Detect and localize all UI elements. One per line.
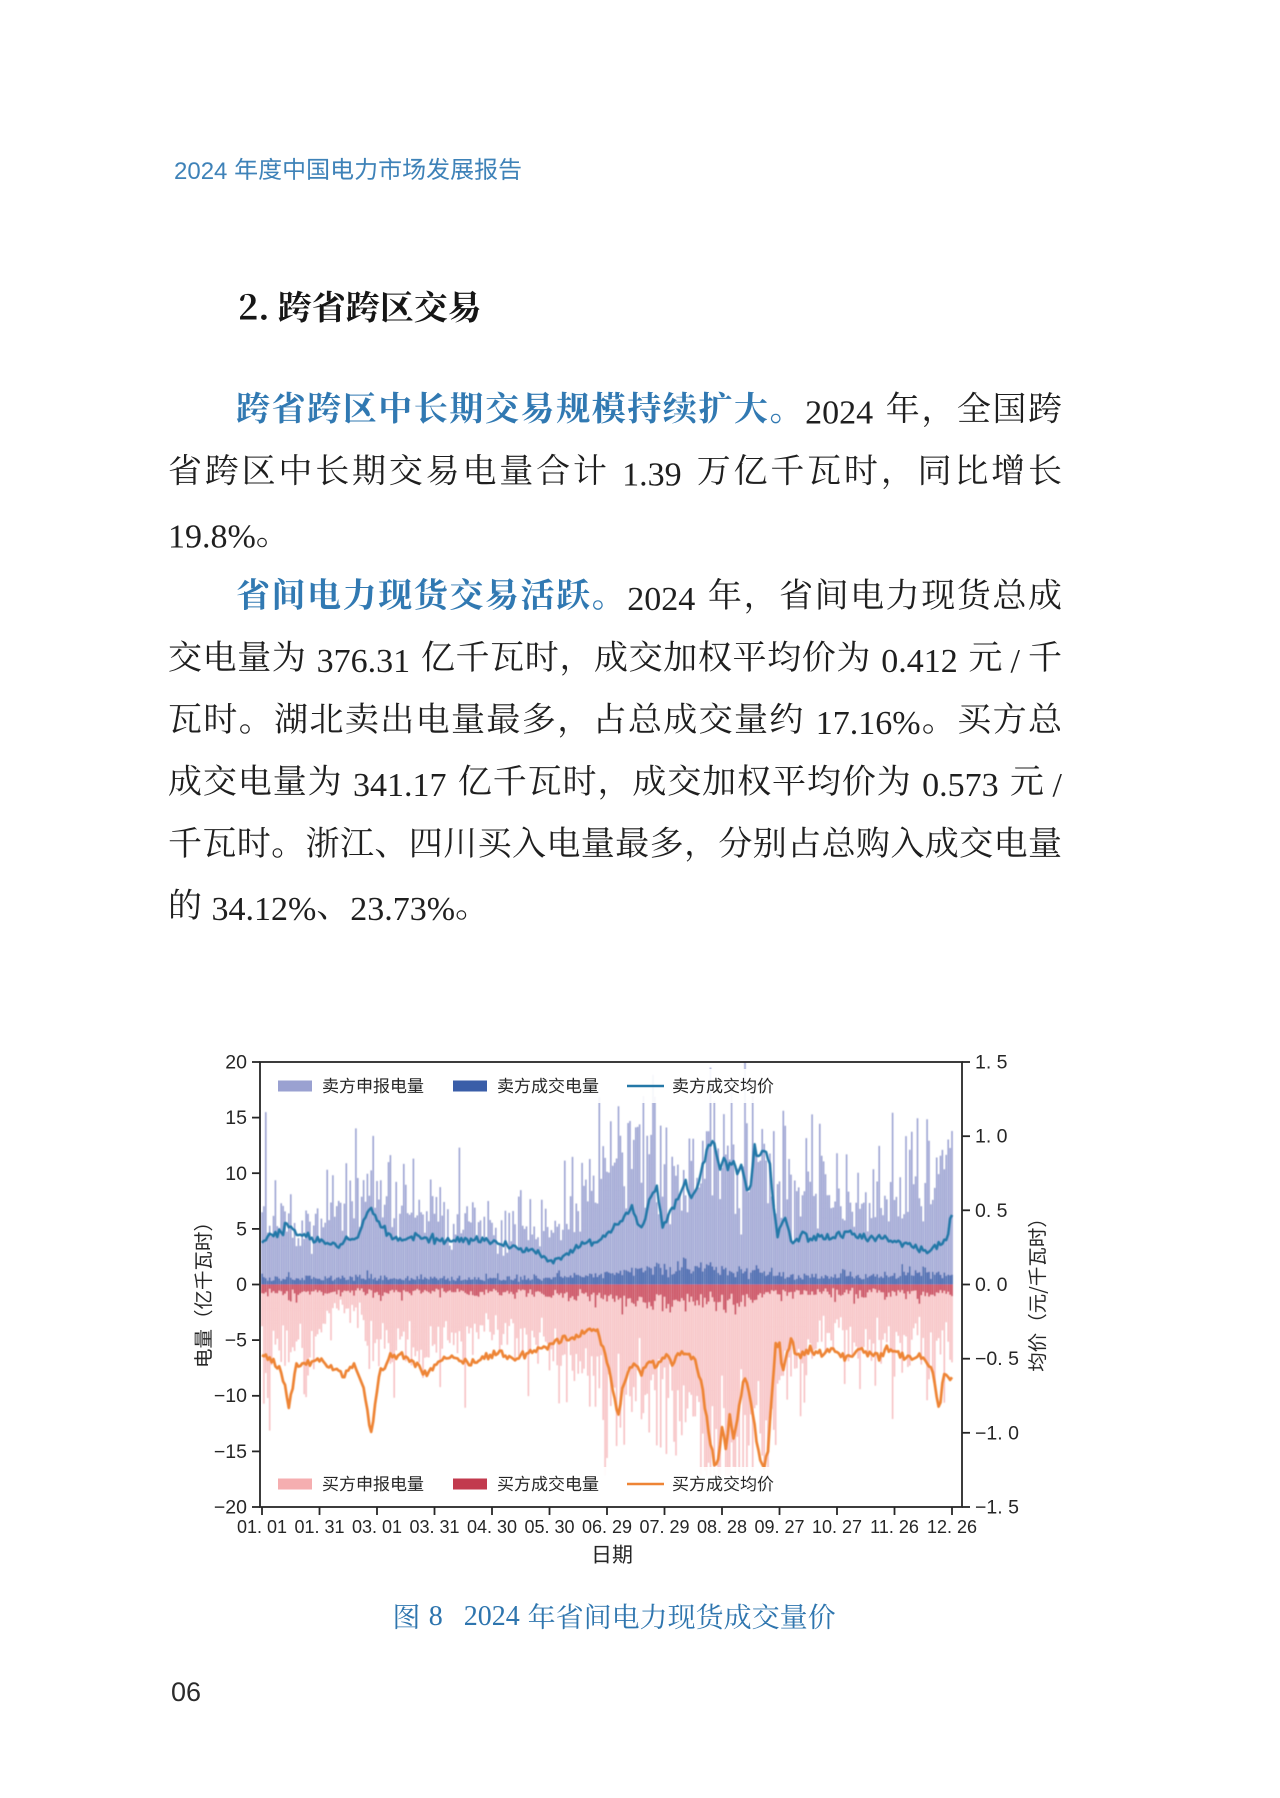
svg-text:04. 30: 04. 30 (467, 1517, 517, 1537)
svg-text:−5: −5 (225, 1330, 247, 1352)
svg-text:07. 29: 07. 29 (639, 1517, 689, 1537)
svg-text:−0. 5: −0. 5 (975, 1348, 1019, 1370)
svg-text:12. 26: 12. 26 (927, 1517, 977, 1537)
svg-text:2024: 2024 (805, 395, 873, 432)
svg-text:/: / (1011, 643, 1021, 680)
svg-text:/: / (1053, 767, 1063, 804)
svg-text:1. 5: 1. 5 (975, 1052, 1008, 1074)
svg-text:10. 27: 10. 27 (812, 1517, 862, 1537)
svg-text:341.17: 341.17 (353, 767, 447, 804)
svg-text:5: 5 (236, 1218, 247, 1240)
svg-text:0. 0: 0. 0 (975, 1274, 1008, 1296)
svg-text:1.39: 1.39 (622, 457, 682, 494)
svg-text:05. 30: 05. 30 (524, 1517, 574, 1537)
svg-text:0. 5: 0. 5 (975, 1200, 1008, 1222)
svg-text:03. 31: 03. 31 (409, 1517, 459, 1537)
svg-text:1. 0: 1. 0 (975, 1126, 1008, 1148)
svg-text:8: 8 (429, 1601, 443, 1632)
svg-text:01. 31: 01. 31 (294, 1517, 344, 1537)
svg-text:15: 15 (225, 1107, 247, 1129)
svg-text:376.31: 376.31 (317, 643, 411, 680)
svg-text:34.12%: 34.12% (212, 891, 317, 928)
svg-text:08. 28: 08. 28 (697, 1517, 747, 1537)
svg-text:06: 06 (171, 1677, 201, 1707)
svg-text:11. 26: 11. 26 (870, 1517, 919, 1537)
svg-text:19.8%: 19.8% (168, 519, 256, 556)
svg-text:06. 29: 06. 29 (582, 1517, 632, 1537)
svg-text:0: 0 (236, 1274, 247, 1296)
svg-text:10: 10 (225, 1163, 247, 1185)
svg-text:2024: 2024 (627, 581, 695, 618)
svg-text:2024: 2024 (464, 1601, 520, 1632)
svg-text:2024: 2024 (174, 158, 227, 185)
svg-text:−10: −10 (214, 1385, 247, 1407)
svg-text:03. 01: 03. 01 (352, 1517, 402, 1537)
svg-text:−1. 0: −1. 0 (975, 1422, 1019, 1444)
svg-text:−1. 5: −1. 5 (975, 1497, 1019, 1519)
svg-text:09. 27: 09. 27 (754, 1517, 804, 1537)
svg-text:−15: −15 (214, 1441, 247, 1463)
svg-text:01. 01: 01. 01 (237, 1517, 287, 1537)
svg-text:17.16%: 17.16% (816, 705, 921, 742)
svg-text:20: 20 (225, 1052, 247, 1074)
svg-text:−20: −20 (214, 1497, 247, 1519)
svg-text:23.73%: 23.73% (350, 891, 455, 928)
svg-text:0.412: 0.412 (881, 643, 958, 680)
svg-text:0.573: 0.573 (922, 767, 999, 804)
